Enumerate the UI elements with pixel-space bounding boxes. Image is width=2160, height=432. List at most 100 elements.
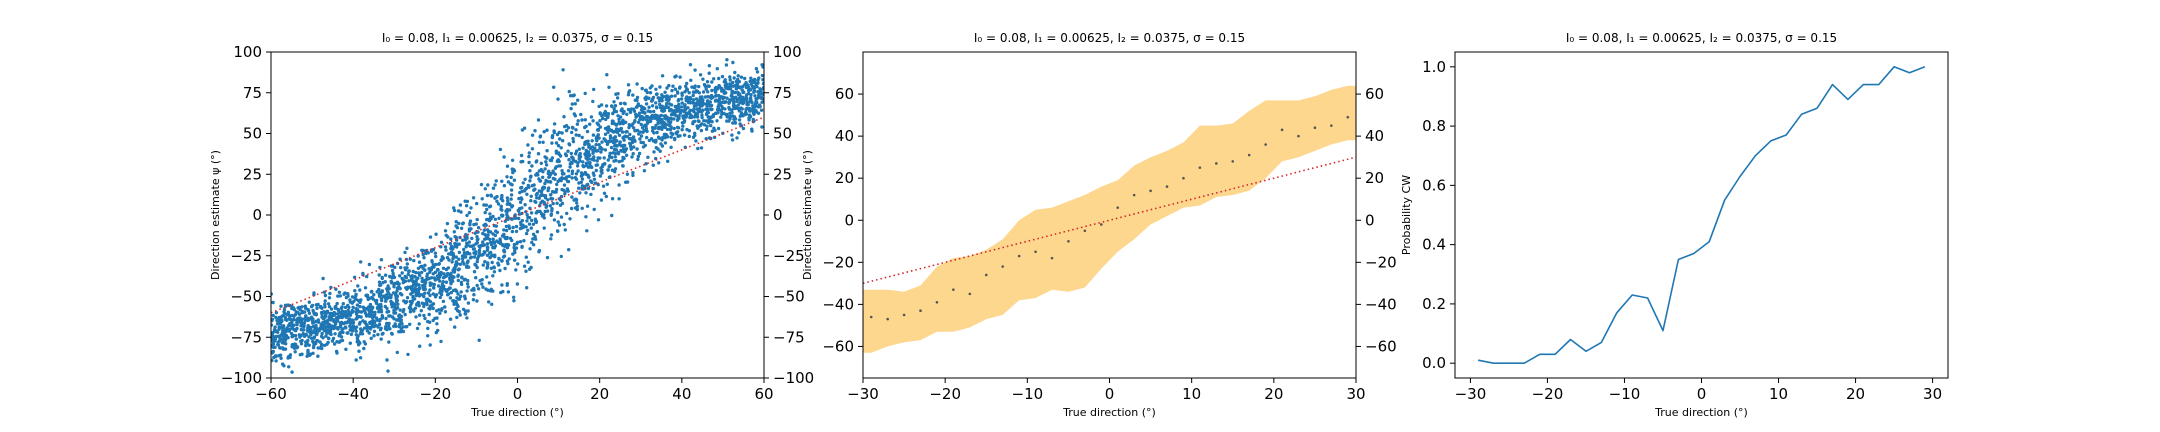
scatter-point xyxy=(551,171,555,175)
scatter-point xyxy=(527,215,532,220)
scatter-point xyxy=(488,240,493,245)
scatter-point xyxy=(629,147,633,151)
scatter-point xyxy=(477,338,481,342)
scatter-point xyxy=(728,114,733,119)
x-tick-label: 0 xyxy=(513,385,523,403)
scatter-point xyxy=(542,216,546,220)
scatter-point xyxy=(502,248,506,252)
scatter-point xyxy=(466,278,470,283)
scatter-point xyxy=(542,130,546,134)
x-tick-label: 10 xyxy=(1769,385,1788,403)
scatter-point xyxy=(667,116,672,121)
scatter-point xyxy=(675,118,680,123)
scatter-point xyxy=(505,212,509,217)
scatter-point xyxy=(351,309,355,314)
scatter-point xyxy=(464,204,469,208)
scatter-point xyxy=(731,80,735,85)
scatter-point xyxy=(549,196,553,201)
scatter-point xyxy=(357,349,361,353)
scatter-point xyxy=(311,330,316,335)
scatter-point xyxy=(499,290,503,295)
scatter-point xyxy=(514,224,519,229)
scatter-point xyxy=(676,130,680,134)
scatter-point xyxy=(407,279,411,283)
scatter-point xyxy=(687,91,691,95)
scatter-point xyxy=(461,257,465,261)
scatter-point xyxy=(452,230,456,234)
scatter-point xyxy=(314,319,318,323)
scatter-point xyxy=(398,257,402,261)
scatter-point xyxy=(476,237,480,241)
scatter-point xyxy=(724,113,728,117)
scatter-point xyxy=(716,93,721,98)
scatter-point xyxy=(710,80,714,84)
scatter-point xyxy=(465,199,470,204)
scatter-point xyxy=(400,293,404,297)
scatter-point xyxy=(418,344,422,348)
scatter-point xyxy=(336,326,340,330)
scatter-point xyxy=(624,147,629,151)
scatter-point xyxy=(491,214,495,219)
y-tick-label: −40 xyxy=(822,295,854,313)
scatter-point xyxy=(455,296,459,300)
scatter-point xyxy=(542,200,546,204)
scatter-point xyxy=(569,94,573,98)
scatter-point xyxy=(484,203,488,207)
scatter-point xyxy=(410,274,414,278)
scatter-point xyxy=(320,315,324,319)
scatter-point xyxy=(574,177,579,181)
scatter-point xyxy=(678,108,682,113)
scatter-point xyxy=(355,303,360,307)
scatter-point xyxy=(271,300,275,305)
scatter-point xyxy=(675,106,679,110)
scatter-point xyxy=(665,127,670,132)
scatter-point xyxy=(306,324,310,328)
scatter-point xyxy=(656,96,660,100)
scatter-point xyxy=(732,117,736,122)
scatter-point xyxy=(386,369,390,373)
y-tick-label: 0.8 xyxy=(1422,117,1446,135)
scatter-point xyxy=(552,122,557,126)
scatter-point xyxy=(683,105,687,110)
probability-line xyxy=(1477,66,1926,364)
scatter-point xyxy=(486,229,491,234)
scatter-point xyxy=(456,304,460,309)
scatter-point xyxy=(548,172,553,176)
scatter-point xyxy=(680,101,684,105)
scatter-point xyxy=(413,306,418,310)
scatter-point xyxy=(454,307,458,311)
scatter-point xyxy=(460,276,464,280)
scatter-point xyxy=(367,262,372,267)
x-tick-label: 0 xyxy=(1697,385,1707,403)
scatter-point xyxy=(717,83,721,88)
scatter-point xyxy=(351,324,356,328)
y-tick-label: 0 xyxy=(844,211,854,229)
scatter-point xyxy=(581,187,585,191)
scatter-point xyxy=(550,190,555,194)
scatter-point xyxy=(540,186,545,190)
scatter-point xyxy=(522,189,527,193)
scatter-point xyxy=(561,139,565,143)
scatter-point xyxy=(629,107,633,111)
scatter-point xyxy=(282,307,287,312)
scatter-point xyxy=(464,264,469,269)
scatter-point xyxy=(599,150,603,154)
scatter-point xyxy=(587,152,591,156)
scatter-point xyxy=(490,302,494,306)
y-tick-label: 75 xyxy=(243,84,262,102)
scatter-point xyxy=(696,89,700,94)
scatter-point xyxy=(509,197,513,201)
scatter-point xyxy=(752,90,756,94)
scatter-point xyxy=(497,263,501,267)
scatter-point xyxy=(299,339,303,343)
scatter-point xyxy=(690,114,694,119)
scatter-point xyxy=(687,98,691,102)
scatter-point xyxy=(393,265,397,270)
scatter-point xyxy=(570,176,574,180)
scatter-point xyxy=(273,329,277,334)
scatter-point xyxy=(743,76,747,81)
scatter-point xyxy=(541,175,545,179)
scatter-point xyxy=(500,259,504,263)
scatter-point xyxy=(306,327,310,331)
scatter-point xyxy=(654,105,659,109)
